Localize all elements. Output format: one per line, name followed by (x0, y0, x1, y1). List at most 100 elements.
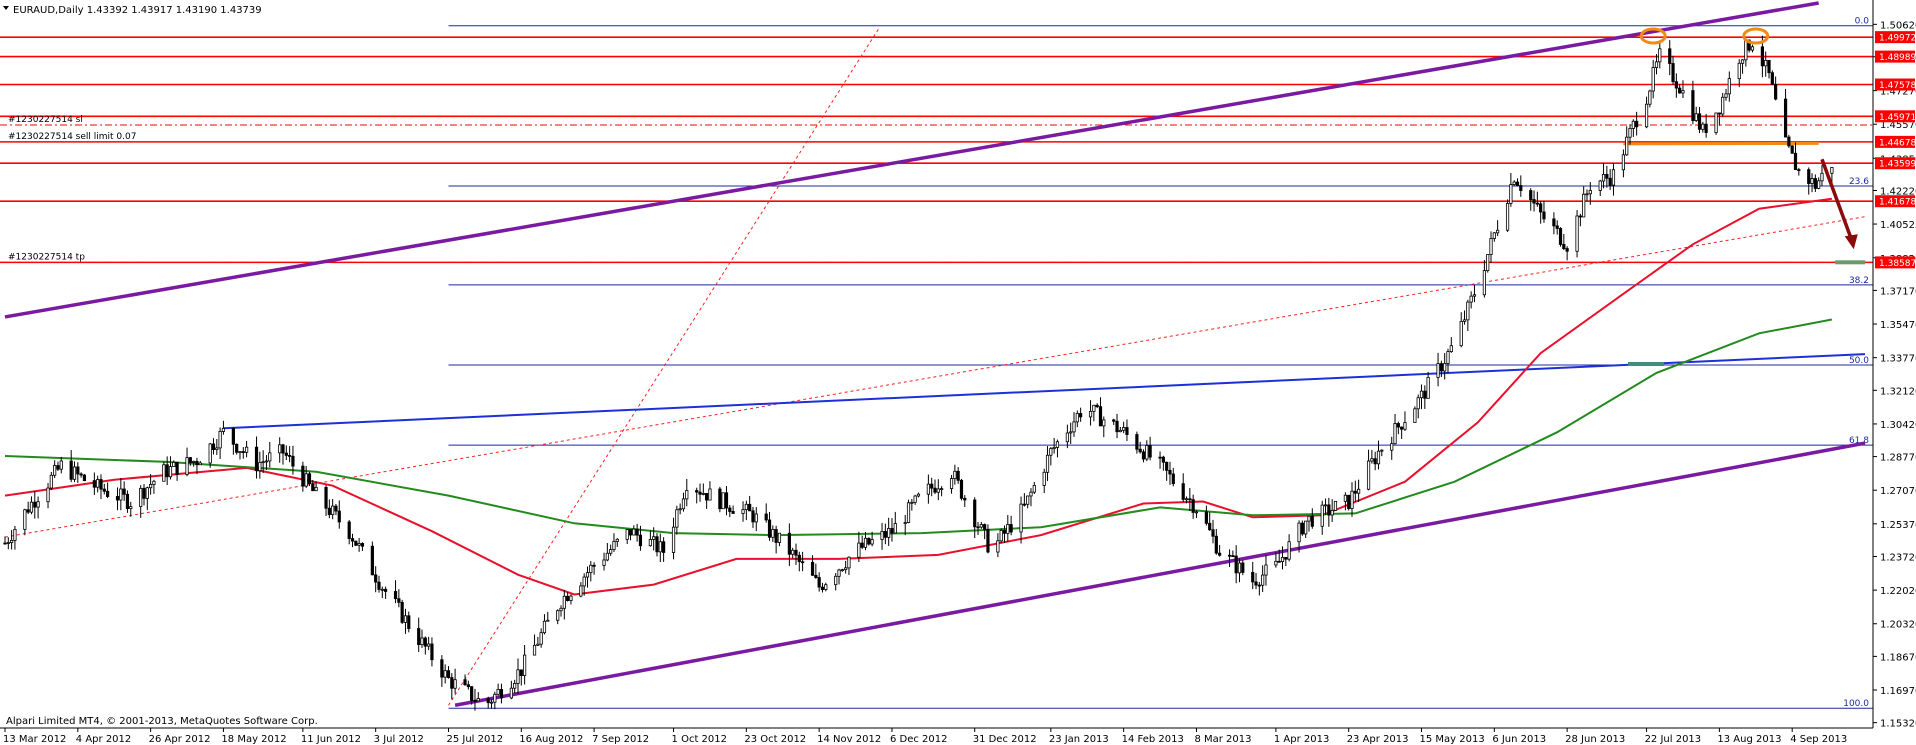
candle-body (1737, 62, 1741, 80)
x-tick-label: 18 May 2012 (221, 734, 286, 745)
candle-body (1327, 504, 1331, 516)
candle-body (1509, 184, 1513, 204)
candle-body (1171, 473, 1175, 485)
candle-body (235, 443, 239, 453)
candle-body (304, 473, 308, 487)
candle-body (427, 643, 431, 647)
candle-body (1681, 90, 1685, 94)
x-tick-label: 1 Apr 2013 (1274, 734, 1329, 745)
candle-body (102, 488, 106, 492)
candle-body (1519, 185, 1523, 191)
candle-body (99, 479, 103, 490)
candle-body (1102, 419, 1106, 427)
candle-body (145, 487, 149, 499)
double-top-marker (1742, 27, 1770, 45)
candle-body (1529, 190, 1533, 200)
candle-body (53, 465, 57, 476)
red-dotted-trendline (448, 28, 880, 706)
candle-body (1145, 445, 1149, 460)
candle-body (1744, 39, 1748, 61)
candle-body (393, 591, 398, 600)
candle-body (168, 466, 173, 478)
order-line-label: #1230227514 sell limit 0.07 (8, 132, 136, 142)
candle-body (1138, 448, 1142, 453)
candle-body (1045, 454, 1050, 473)
candle-body (834, 575, 838, 586)
candle-body (559, 607, 563, 612)
y-tick-label: 1.15320 (1880, 719, 1916, 730)
price-label-box (1875, 78, 1915, 91)
candle-body (536, 643, 540, 646)
candle-body (1125, 427, 1129, 435)
candle-body (910, 501, 914, 504)
price-label-box (1875, 50, 1915, 63)
candle-body (867, 537, 871, 545)
candle-body (751, 510, 755, 523)
candle-body (973, 499, 977, 528)
candle-body (1009, 524, 1013, 533)
candle-body (609, 549, 613, 554)
candle-body (1446, 351, 1450, 364)
candle-body (450, 677, 454, 689)
candle-body (1793, 152, 1798, 171)
candle-body (423, 637, 427, 647)
dropdown-triangle-icon[interactable] (3, 6, 9, 10)
candle-body (986, 528, 990, 553)
candle-body (188, 457, 192, 463)
candle-body (602, 559, 606, 566)
candle-body (509, 687, 513, 699)
candle-body (1112, 419, 1116, 422)
candle-body (940, 488, 944, 490)
candle-body (820, 586, 825, 590)
candle-body (1797, 169, 1801, 172)
candle-body (1049, 448, 1053, 456)
candle-body (887, 528, 891, 538)
candle-body (844, 567, 848, 571)
blue-channel-trendline (223, 353, 1866, 430)
candle-body (374, 574, 378, 583)
candle-body (307, 473, 312, 485)
candle-body (1582, 193, 1586, 218)
candle-body (562, 595, 566, 609)
candle-body (1601, 174, 1606, 182)
candle-body (1436, 363, 1440, 378)
candle-body (625, 529, 629, 540)
price-label-text: 1.48989 (1879, 53, 1916, 63)
candle-body (814, 574, 818, 578)
candle-body (1403, 422, 1407, 430)
candle-body (1701, 123, 1705, 130)
candle-body (79, 473, 83, 476)
price-label-box (1875, 31, 1915, 44)
price-labels-layer: 1.49972 1.48989 1.47578 1.45971 1.44678 1.435… (1875, 31, 1916, 269)
axis-layer (0, 0, 1874, 729)
candle-body (1439, 363, 1443, 372)
candle-body (1535, 202, 1539, 205)
x-tick-label: 6 Jun 2013 (1492, 734, 1546, 745)
candle-body (33, 501, 37, 508)
candle-body (10, 539, 14, 543)
candle-body (1065, 432, 1069, 443)
candle-body (1376, 450, 1381, 465)
candle-body (1088, 410, 1093, 418)
candle-body (1022, 503, 1026, 506)
x-tick-label: 8 Mar 2013 (1194, 734, 1251, 745)
candle-body (1532, 199, 1536, 204)
candle-body (953, 470, 957, 479)
candle-body (1052, 446, 1056, 450)
candle-body (119, 488, 123, 501)
candle-body (681, 498, 686, 510)
candle-body (1714, 112, 1718, 133)
candle-body (1512, 181, 1516, 185)
candle-body (1274, 560, 1278, 566)
candle-body (1608, 177, 1612, 186)
candle-body (1393, 423, 1397, 445)
candle-body (400, 601, 404, 623)
x-tick-label: 26 Apr 2012 (149, 734, 211, 745)
candle-body (1820, 172, 1824, 182)
candle-body (1304, 520, 1308, 535)
candle-body (638, 534, 643, 547)
candle-body (1760, 46, 1765, 67)
candle-body (1098, 406, 1103, 427)
y-tick-label: 1.20320 (1880, 620, 1916, 631)
